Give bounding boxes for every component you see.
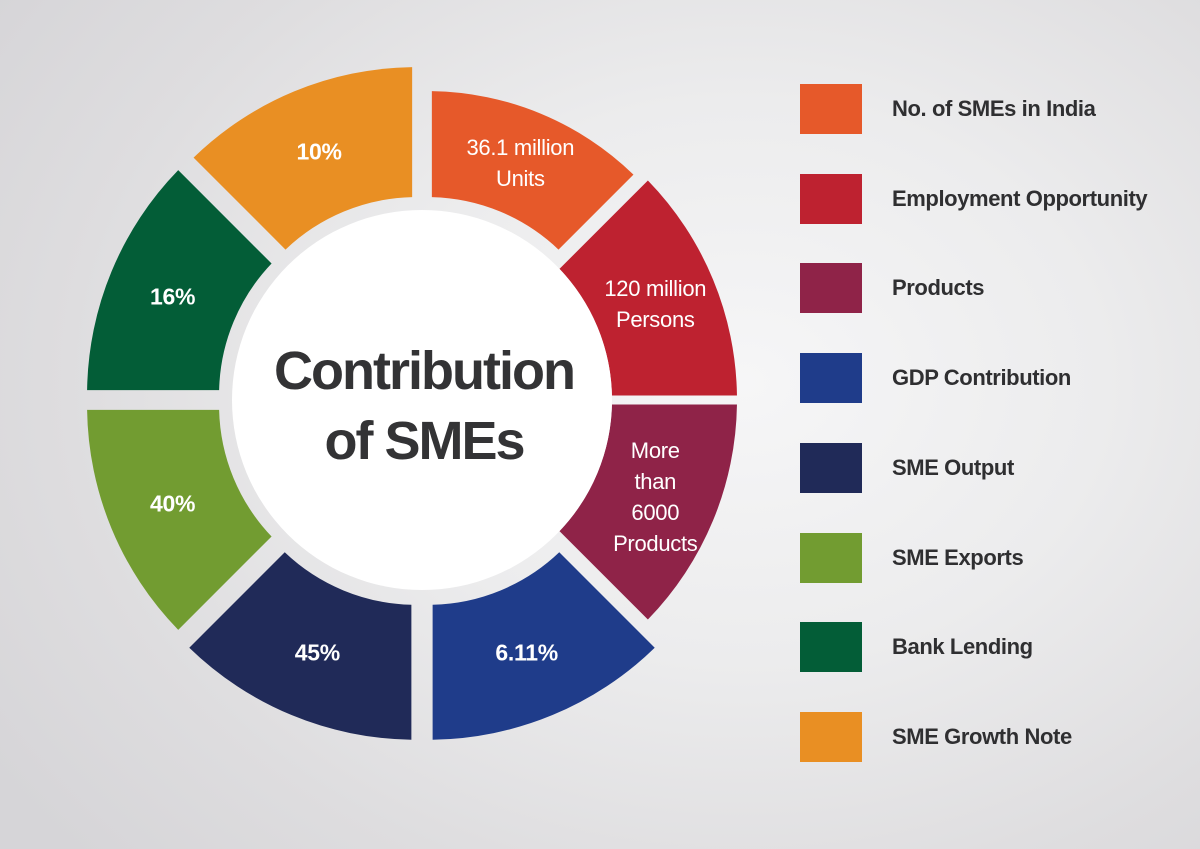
legend-label: Bank Lending [892,634,1033,659]
center-title-line2: of SMEs [324,411,523,471]
segment-value-label: 45% [295,640,340,666]
segment-no-of-smes-in-india [431,91,634,250]
center-title-line1: Contribution [274,341,574,401]
segment-value-label: 16% [150,284,195,310]
legend-label: SME Exports [892,545,1024,570]
legend-swatch [800,712,862,762]
legend-swatch [800,443,862,493]
legend-item-products: Products [800,263,985,313]
segment-sme-exports [87,409,272,630]
segment-sme-growth-note [193,67,413,250]
segment-value-label: 6.11% [495,640,557,666]
segment-sme-output [189,552,412,740]
segment-value-label: 36.1 million Units [467,135,575,191]
segment-labels: 36.1 million Units 120 million Persons More t… [150,135,707,666]
segment-employment-opportunity [559,180,737,396]
legend-label: Products [892,275,985,300]
legend-swatch [800,533,862,583]
legend-label: SME Output [892,455,1014,480]
legend-swatch [800,174,862,224]
legend-item-output: SME Output [800,443,1014,493]
segment-value-label: 120 million Persons [604,276,706,332]
legend-label: No. of SMEs in India [892,96,1096,121]
segment-gdp-contribution [432,552,655,740]
segment-products [559,404,737,620]
legend-item-smes-in-india: No. of SMEs in India [800,84,1096,134]
legend-item-gdp: GDP Contribution [800,353,1071,403]
legend-label: Employment Opportunity [892,186,1148,211]
segment-value-label: More than 6000 Products [613,438,698,556]
segment-bank-lending [87,170,272,391]
center-disc [232,210,612,590]
legend-item-employment: Employment Opportunity [800,174,1148,224]
legend-item-exports: SME Exports [800,533,1024,583]
legend-swatch [800,353,862,403]
legend-swatch [800,622,862,672]
legend-swatch [800,263,862,313]
segment-value-label: 40% [150,490,195,516]
legend-item-growth-note: SME Growth Note [800,712,1072,762]
legend-label: GDP Contribution [892,365,1071,390]
legend-item-bank-lending: Bank Lending [800,622,1033,672]
segment-value-label: 10% [296,138,341,164]
chart-segments [87,67,737,740]
legend-label: SME Growth Note [892,724,1072,749]
legend-swatch [800,84,862,134]
